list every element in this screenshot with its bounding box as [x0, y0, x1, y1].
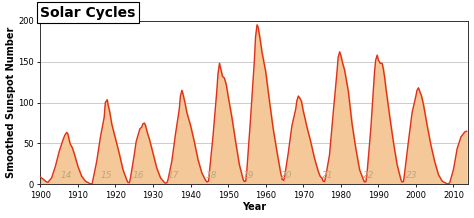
Text: 14: 14 — [61, 171, 73, 180]
Text: 21: 21 — [322, 171, 333, 180]
Y-axis label: Smoothed Sunspot Number: Smoothed Sunspot Number — [6, 27, 16, 178]
Text: 19: 19 — [243, 171, 255, 180]
Text: 17: 17 — [168, 171, 179, 180]
X-axis label: Year: Year — [242, 203, 266, 213]
Text: 23: 23 — [406, 171, 418, 180]
Text: 15: 15 — [100, 171, 112, 180]
Text: 16: 16 — [132, 171, 144, 180]
Text: 22: 22 — [363, 171, 374, 180]
Text: 18: 18 — [205, 171, 217, 180]
Text: Solar Cycles: Solar Cycles — [40, 5, 136, 20]
Text: 20: 20 — [281, 171, 292, 180]
